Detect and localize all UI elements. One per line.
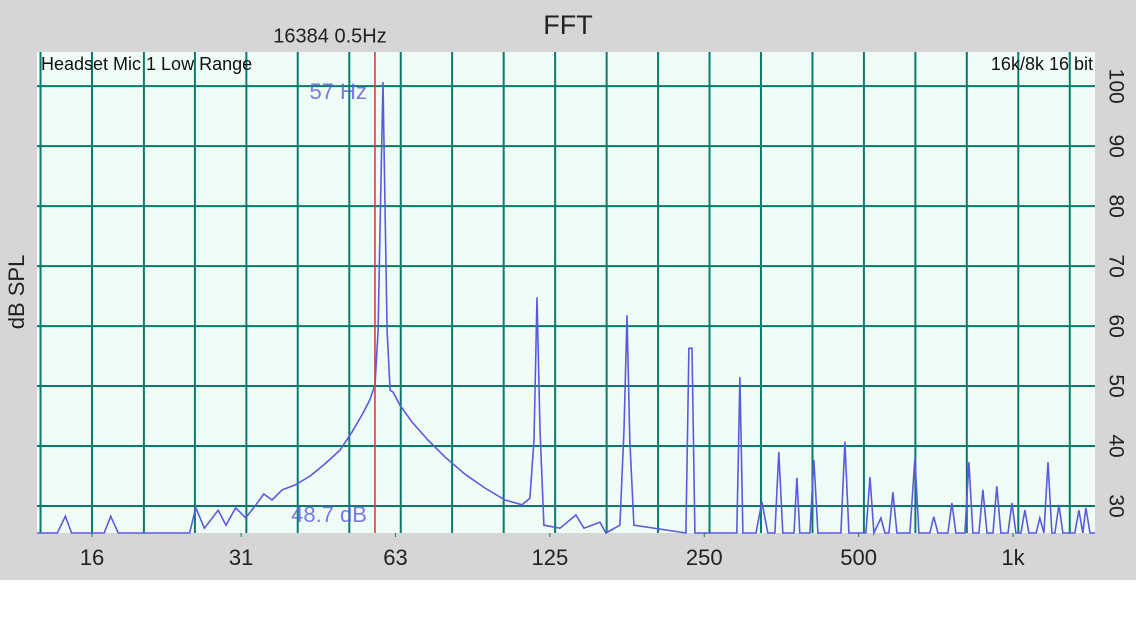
y-tick-label: 60 — [1104, 314, 1127, 337]
marks — [37, 52, 1095, 537]
x-tick-label: 500 — [840, 545, 877, 570]
input-label: Headset Mic 1 Low Range — [41, 54, 252, 74]
y-tick-label: 80 — [1104, 194, 1127, 217]
x-tick-label: 16 — [80, 545, 104, 570]
y-tick-label: 50 — [1104, 374, 1127, 397]
spectrum-line — [37, 81, 1095, 537]
subtitle: 16384 0.5Hz — [273, 25, 386, 47]
x-tick-label: 1k — [1001, 545, 1025, 570]
x-tick-label: 63 — [383, 545, 407, 570]
chart-title: FFT — [543, 10, 592, 40]
cursor-frequency: 57 Hz — [309, 79, 366, 104]
y-axis-label: dB SPL — [4, 255, 29, 330]
labels: 30 40 50 60 70 80 90 100 16 31 63 125 250 500 1k 57 Hz 4… — [80, 69, 1128, 570]
grid — [37, 52, 1095, 533]
x-tick-label: 31 — [229, 545, 253, 570]
x-tick-label: 125 — [531, 545, 568, 570]
x-tick-label: 250 — [686, 545, 723, 570]
y-tick-label: 40 — [1104, 434, 1127, 457]
y-tick-label: 70 — [1104, 254, 1127, 277]
cursor-level: 48.7 dB — [291, 502, 367, 527]
format-label: 16k/8k 16 bit — [991, 54, 1093, 74]
y-tick-label: 100 — [1104, 69, 1127, 104]
plot-background — [37, 52, 1095, 533]
y-tick-label: 30 — [1104, 494, 1127, 517]
y-tick-label: 90 — [1104, 134, 1127, 157]
